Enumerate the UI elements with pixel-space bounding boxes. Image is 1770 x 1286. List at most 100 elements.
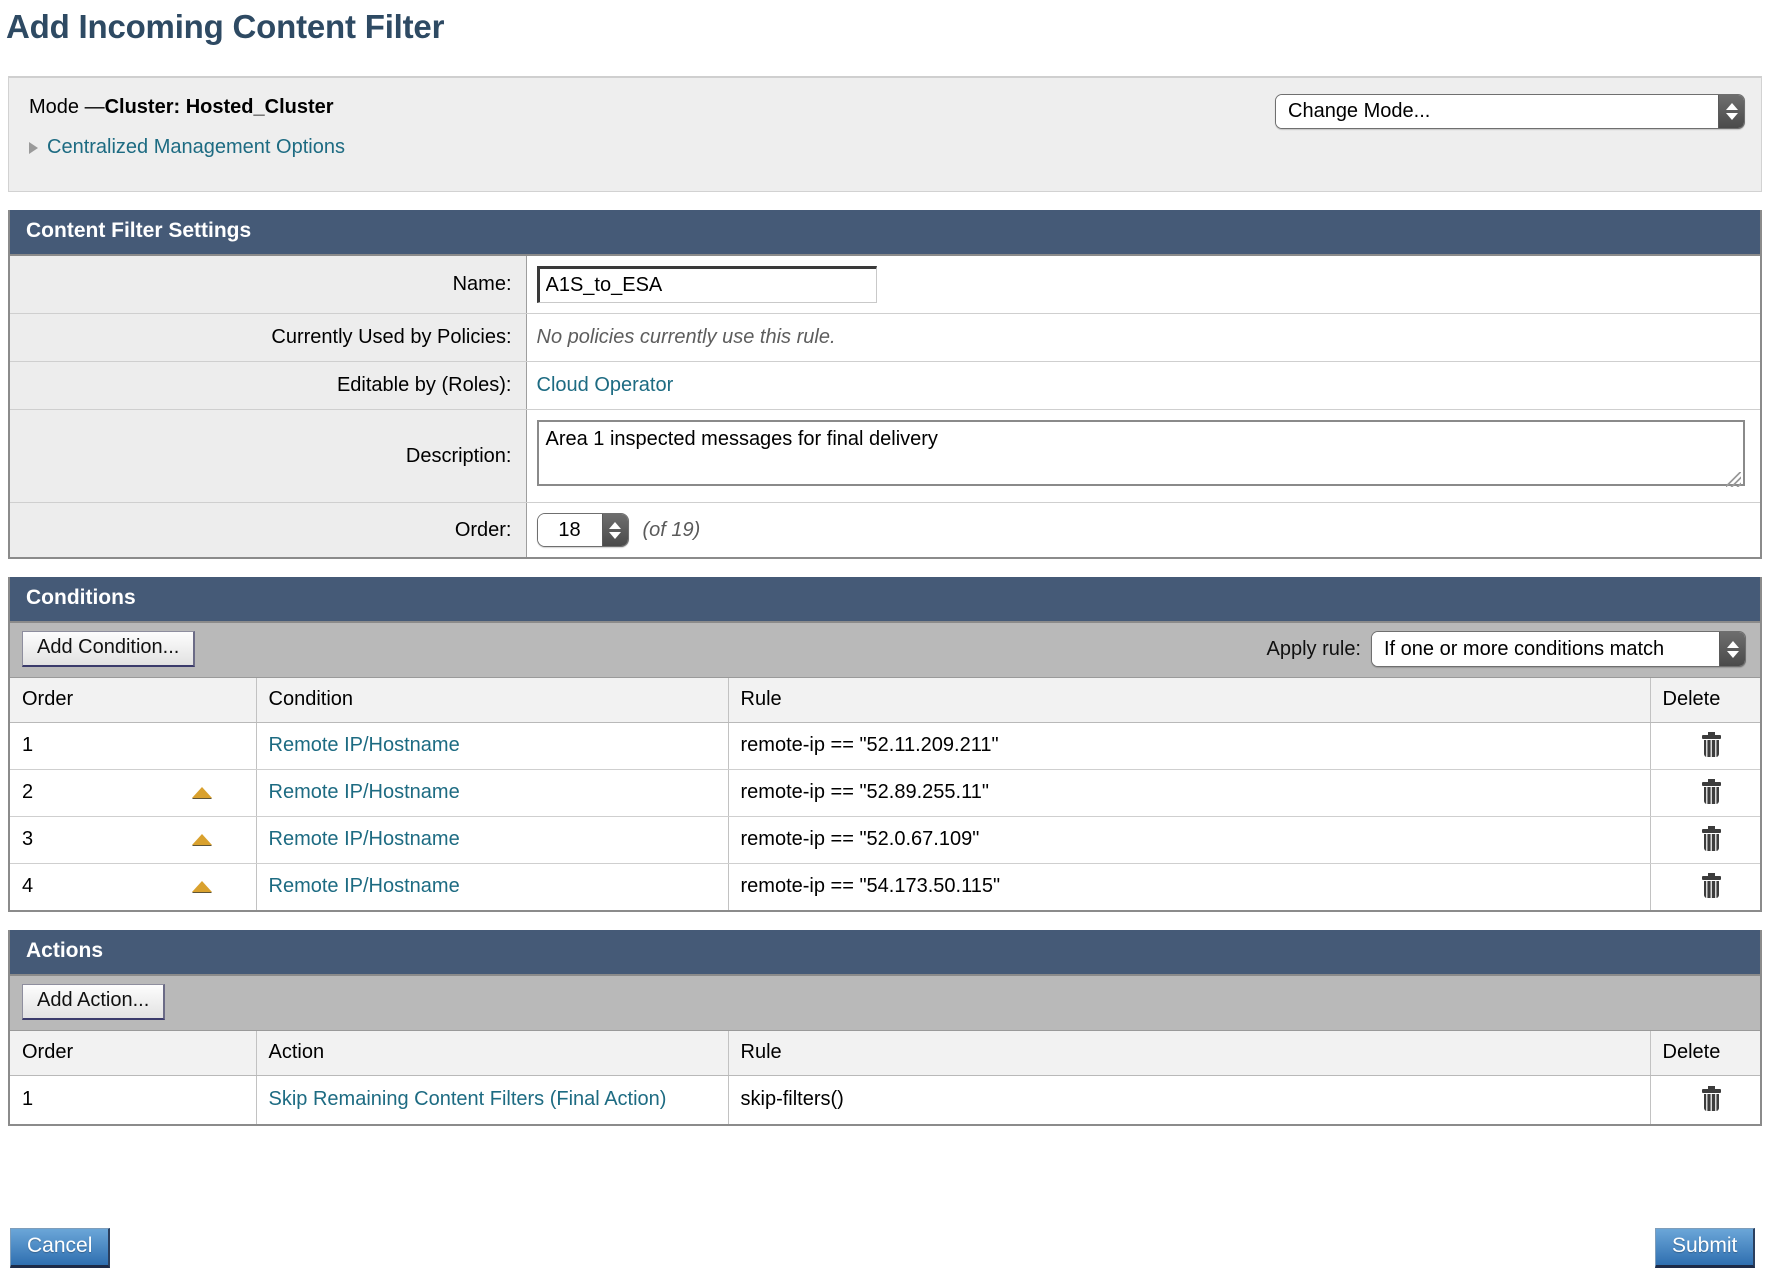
conditions-toolbar: Add Condition... Apply rule: If one or m… xyxy=(10,623,1760,678)
used-by-policies-value: No policies currently use this rule. xyxy=(536,326,836,348)
condition-name-cell: Remote IP/Hostname xyxy=(256,722,729,770)
change-mode-select[interactable]: Change Mode... xyxy=(1275,94,1745,129)
action-order-cell: 1 xyxy=(10,1075,257,1124)
condition-rule-cell: remote-ip == "52.11.209.211" xyxy=(728,722,1651,770)
stepper-arrows-icon xyxy=(1719,632,1745,666)
conditions-panel: Conditions Add Condition... Apply rule: … xyxy=(8,577,1762,912)
description-label: Description: xyxy=(10,409,527,503)
table-row: 1 Skip Remaining Content Filters (Final A… xyxy=(10,1075,1760,1125)
action-rule-cell: skip-filters() xyxy=(728,1075,1651,1124)
actions-col-delete: Delete xyxy=(1650,1031,1760,1076)
condition-name-cell: Remote IP/Hostname xyxy=(256,863,729,910)
stepper-arrows-icon xyxy=(1718,95,1744,128)
actions-col-action: Action xyxy=(256,1031,729,1076)
centralized-management-options-link[interactable]: Centralized Management Options xyxy=(47,136,345,158)
condition-name-cell: Remote IP/Hostname xyxy=(256,769,729,817)
condition-rule-cell: remote-ip == "54.173.50.115" xyxy=(728,863,1651,910)
submit-button[interactable]: Submit xyxy=(1655,1228,1756,1268)
mode-line: Mode —Cluster: Hosted_Cluster xyxy=(29,96,1747,119)
move-up-icon[interactable] xyxy=(191,881,212,892)
editable-by-roles-link[interactable]: Cloud Operator xyxy=(536,374,674,396)
condition-order-number: 1 xyxy=(22,734,34,756)
actions-col-rule: Rule xyxy=(728,1031,1651,1076)
form-row-name: Name: xyxy=(10,256,1760,314)
content-filter-settings-header: Content Filter Settings xyxy=(10,210,1760,256)
editable-by-roles-label: Editable by (Roles): xyxy=(10,361,527,410)
content-filter-settings-form: Name: Currently Used by Policies: No pol… xyxy=(10,256,1760,557)
name-input[interactable] xyxy=(536,266,877,303)
actions-table-body: 1 Skip Remaining Content Filters (Final A… xyxy=(10,1075,1760,1125)
action-name-cell: Skip Remaining Content Filters (Final Ac… xyxy=(256,1075,729,1124)
triangle-right-icon xyxy=(29,141,38,154)
actions-header: Actions xyxy=(10,930,1760,976)
conditions-col-rule: Rule xyxy=(728,678,1651,723)
mode-bar: Mode —Cluster: Hosted_Cluster Centralize… xyxy=(8,76,1762,192)
condition-order-cell: 2 xyxy=(10,769,257,817)
condition-link[interactable]: Remote IP/Hostname xyxy=(268,781,460,803)
form-row-editable-by-roles: Editable by (Roles): Cloud Operator xyxy=(10,361,1760,410)
content-filter-settings-panel: Content Filter Settings Name: Currently … xyxy=(8,210,1762,559)
used-by-policies-label: Currently Used by Policies: xyxy=(10,313,527,362)
condition-order-cell: 1 xyxy=(10,722,257,770)
form-row-used-by-policies: Currently Used by Policies: No policies … xyxy=(10,313,1760,362)
description-textarea[interactable]: Area 1 inspected messages for final deli… xyxy=(536,420,1745,486)
condition-order-cell: 4 xyxy=(10,863,257,910)
add-condition-button[interactable]: Add Condition... xyxy=(22,631,196,667)
condition-link[interactable]: Remote IP/Hostname xyxy=(268,734,460,756)
table-row: 3 Remote IP/Hostname remote-ip == "52.0.67… xyxy=(10,816,1760,864)
delete-icon[interactable] xyxy=(1701,1085,1721,1111)
apply-rule-group: Apply rule: If one or more conditions ma… xyxy=(1266,631,1746,667)
actions-table-header-row: Order Action Rule Delete xyxy=(10,1031,1760,1076)
mode-prefix-label: Mode — xyxy=(29,96,105,118)
form-row-description: Description: Area 1 inspected messages f… xyxy=(10,409,1760,503)
delete-icon[interactable] xyxy=(1701,731,1721,757)
form-row-order: Order: 18 (of 19) xyxy=(10,502,1760,557)
centralized-management-options-row[interactable]: Centralized Management Options xyxy=(29,136,1747,159)
form-footer: Cancel Submit xyxy=(0,1228,1770,1274)
cancel-button[interactable]: Cancel xyxy=(10,1228,111,1268)
conditions-table-body: 1 Remote IP/Hostname remote-ip == "52.11.2… xyxy=(10,722,1760,911)
change-mode-select-wrapper: Change Mode... xyxy=(1275,94,1745,129)
change-mode-select-value: Change Mode... xyxy=(1276,95,1718,128)
condition-delete-cell xyxy=(1650,816,1760,864)
apply-rule-select-value: If one or more conditions match xyxy=(1372,632,1719,666)
conditions-header: Conditions xyxy=(10,577,1760,623)
condition-name-cell: Remote IP/Hostname xyxy=(256,816,729,864)
condition-delete-cell xyxy=(1650,864,1760,911)
table-row: 4 Remote IP/Hostname remote-ip == "54.173.… xyxy=(10,863,1760,911)
conditions-col-order: Order xyxy=(10,678,257,723)
apply-rule-label: Apply rule: xyxy=(1266,637,1362,660)
condition-rule-cell: remote-ip == "52.0.67.109" xyxy=(728,816,1651,864)
condition-order-cell: 3 xyxy=(10,816,257,864)
conditions-col-condition: Condition xyxy=(256,678,729,723)
description-textarea-wrapper: Area 1 inspected messages for final deli… xyxy=(536,420,1745,492)
order-label: Order: xyxy=(10,502,527,557)
name-label: Name: xyxy=(10,256,527,314)
action-link[interactable]: Skip Remaining Content Filters (Final Ac… xyxy=(268,1088,667,1110)
condition-order-number: 3 xyxy=(22,828,34,850)
mode-value: Cluster: Hosted_Cluster xyxy=(104,96,334,118)
page-title: Add Incoming Content Filter xyxy=(6,8,445,45)
actions-table: Order Action Rule Delete 1 Skip Remaining… xyxy=(10,1031,1760,1124)
delete-icon[interactable] xyxy=(1701,872,1721,898)
condition-order-number: 2 xyxy=(22,781,34,803)
move-up-icon[interactable] xyxy=(191,834,212,845)
apply-rule-select[interactable]: If one or more conditions match xyxy=(1371,631,1746,667)
delete-icon[interactable] xyxy=(1701,825,1721,851)
add-action-button[interactable]: Add Action... xyxy=(22,984,166,1020)
move-up-icon[interactable] xyxy=(191,787,212,798)
order-select[interactable]: 18 xyxy=(536,513,629,547)
stepper-arrows-icon xyxy=(601,514,628,546)
conditions-table-header-row: Order Condition Rule Delete xyxy=(10,678,1760,723)
delete-icon[interactable] xyxy=(1701,778,1721,804)
table-row: 2 Remote IP/Hostname remote-ip == "52.89.2… xyxy=(10,769,1760,817)
action-delete-cell xyxy=(1650,1076,1760,1125)
table-row: 1 Remote IP/Hostname remote-ip == "52.11.2… xyxy=(10,722,1760,770)
order-total-text: (of 19) xyxy=(642,518,701,541)
condition-rule-cell: remote-ip == "52.89.255.11" xyxy=(728,769,1651,817)
condition-link[interactable]: Remote IP/Hostname xyxy=(268,875,460,897)
order-select-value: 18 xyxy=(537,514,602,546)
condition-link[interactable]: Remote IP/Hostname xyxy=(268,828,460,850)
actions-panel: Actions Add Action... Order Action Rule … xyxy=(8,930,1762,1126)
